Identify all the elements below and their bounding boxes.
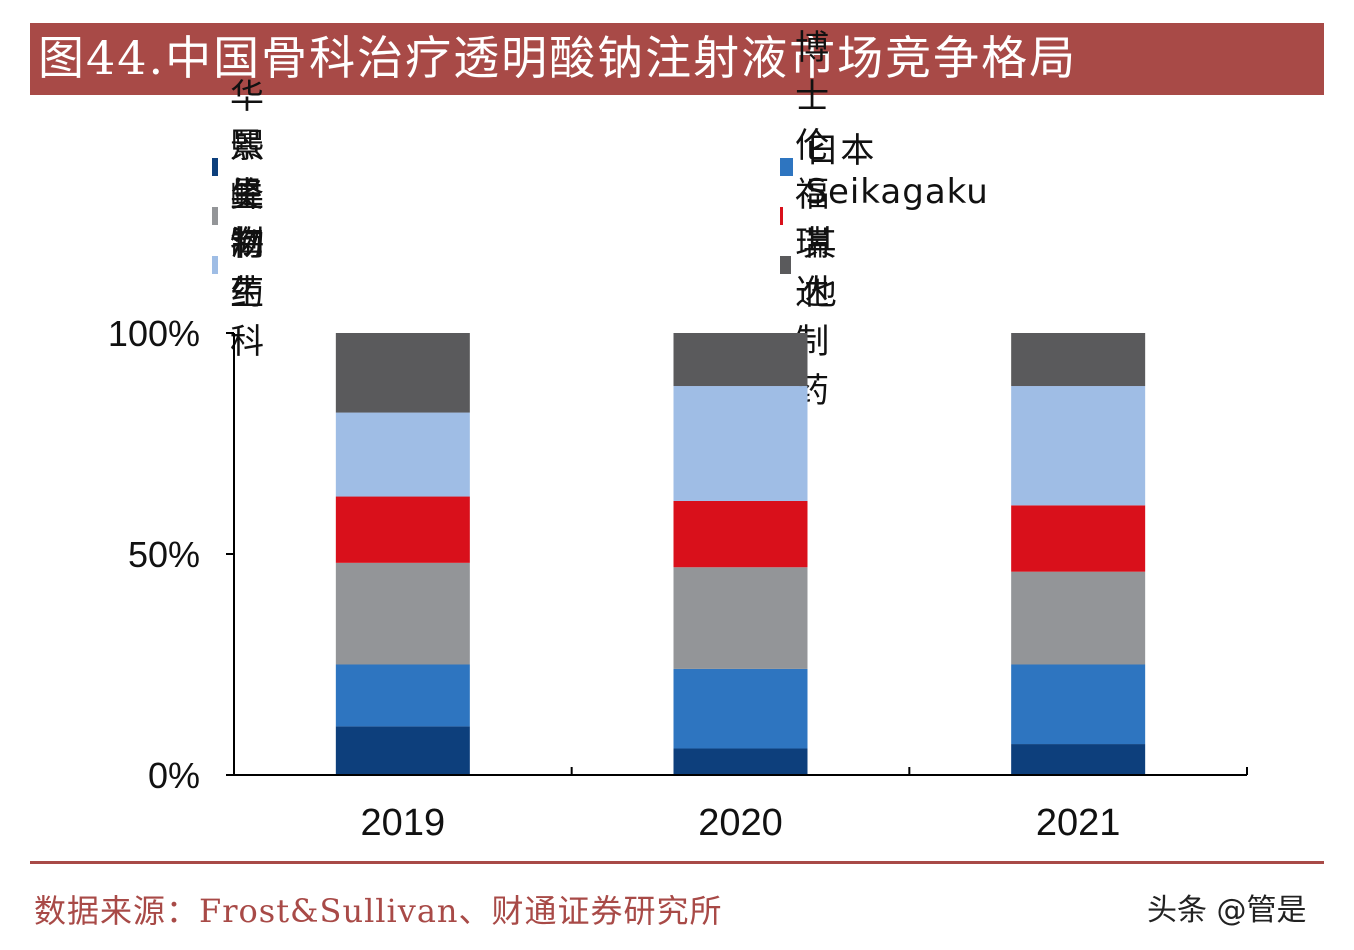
bar-segment-2020-3 — [673, 500, 808, 568]
legend-label: 景峰制药 — [229, 126, 267, 313]
x-tick-label: 2019 — [361, 802, 446, 844]
legend-label: 日本Seikagaku — [805, 130, 989, 212]
title-bar: 图44.中国骨科治疗透明酸钠注射液市场竞争格局 — [30, 23, 1324, 95]
legend-item-other: 其他 — [780, 224, 847, 313]
bar-segment-2019-0 — [335, 726, 470, 775]
bar-segment-2020-5 — [673, 333, 808, 387]
footer-divider — [30, 861, 1324, 864]
legend-swatch — [212, 256, 218, 274]
chart-title: 图44.中国骨科治疗透明酸钠注射液市场竞争格局 — [38, 31, 1078, 85]
legend-swatch — [212, 207, 218, 225]
watermark: 头条 @管是 — [1147, 893, 1307, 928]
bar-segment-2019-5 — [335, 333, 470, 413]
y-tick-label: 0% — [148, 755, 200, 796]
y-tick-label: 50% — [128, 534, 200, 575]
bar-segment-2021-5 — [1011, 333, 1146, 387]
bar-segment-2020-2 — [673, 567, 808, 669]
bar-segment-2021-1 — [1011, 664, 1146, 745]
bar-segment-2019-4 — [335, 412, 470, 497]
legend-label: 其他 — [802, 224, 840, 313]
bar-segment-2021-4 — [1011, 386, 1146, 506]
bar-segment-2020-4 — [673, 386, 808, 501]
y-tick-label: 100% — [108, 313, 200, 354]
source-note: 数据来源：Frost&Sullivan、财通证券研究所 — [34, 892, 723, 930]
legend-swatch — [780, 207, 784, 225]
bar-segment-2019-3 — [335, 496, 470, 563]
legend-swatch — [780, 256, 791, 274]
bar-segment-2019-1 — [335, 664, 470, 727]
legend-label: 华熙生物 — [229, 77, 267, 264]
bar-segment-2020-0 — [673, 748, 808, 775]
x-tick-label: 2020 — [698, 802, 783, 844]
bar-segment-2019-2 — [335, 562, 470, 665]
legend-swatch — [212, 158, 218, 176]
bar-segment-2021-2 — [1011, 571, 1146, 665]
bar-segment-2021-0 — [1011, 744, 1146, 775]
bar-segment-2021-3 — [1011, 505, 1146, 572]
x-tick-label: 2021 — [1036, 802, 1121, 844]
bar-segment-2020-1 — [673, 668, 808, 749]
legend-item-huaxi: 华熙生物 — [212, 77, 279, 264]
legend-item-jingfeng: 景峰制药 — [212, 126, 279, 313]
legend-item-haohai: 昊海生科 — [212, 175, 279, 362]
stacked-bar-chart: 2019 2020 2021 0% 50% 100% — [108, 313, 1248, 844]
legend-label: 昊海生科 — [229, 175, 267, 362]
legend-swatch — [780, 158, 794, 176]
legend-item-seikagaku: 日本Seikagaku — [780, 131, 993, 212]
